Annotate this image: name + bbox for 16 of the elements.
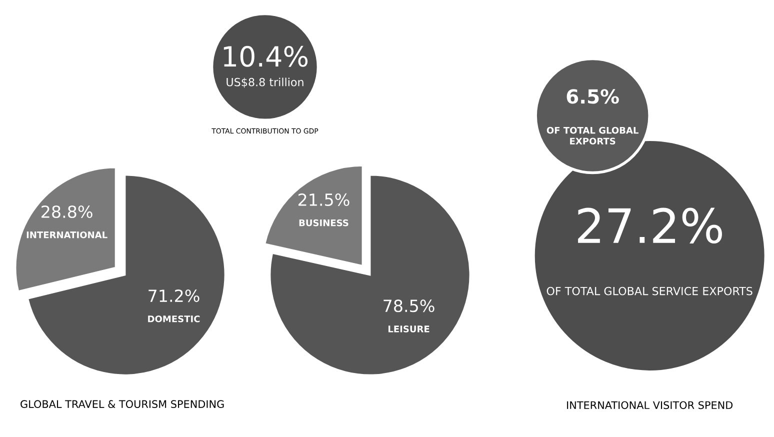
data-label: 71.2%	[148, 289, 200, 302]
slice-label: BUSINESS	[299, 219, 348, 226]
text: 10.4%	[224, 46, 308, 67]
text: 27.2%	[578, 208, 722, 244]
text: US$8.8 trillion	[226, 78, 304, 88]
text: OF TOTAL GLOBAL EXPORTS	[546, 126, 638, 145]
data-label: 28.8%	[42, 205, 92, 218]
slice-label: LEISURE	[388, 326, 430, 332]
slice-label: DOMESTIC	[148, 315, 200, 322]
text: 6.5%	[566, 89, 619, 104]
data-label: 78.5%	[384, 300, 434, 312]
text: INTERNATIONAL VISITOR SPEND	[567, 401, 733, 410]
slice-label: INTERNATIONAL	[26, 231, 108, 238]
data-label: 21.5%	[298, 193, 350, 206]
text: OF TOTAL GLOBAL SERVICE EXPORTS	[546, 286, 752, 296]
text: GLOBAL TRAVEL & TOURISM SPENDING	[20, 400, 224, 408]
